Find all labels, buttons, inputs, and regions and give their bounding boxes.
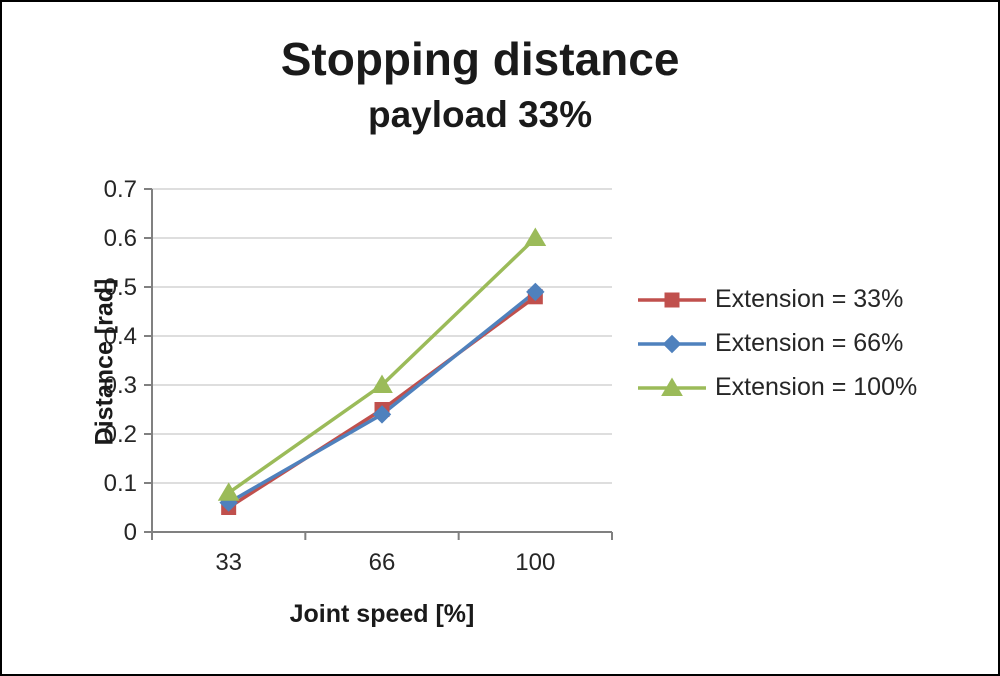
x-tick-label: 33	[215, 549, 242, 576]
y-tick-label: 0.1	[104, 470, 137, 497]
chart-title: Stopping distance	[280, 33, 680, 85]
triangle-marker	[217, 482, 240, 501]
diamond-marker	[526, 282, 545, 302]
diamond-marker	[662, 334, 682, 353]
square-marker	[664, 292, 680, 307]
legend-label: Extension = 66%	[715, 329, 904, 357]
chart-subtitle: payload 33%	[368, 94, 593, 135]
y-tick-label: 0.7	[104, 176, 137, 203]
x-tick-label: 100	[515, 549, 555, 576]
legend-label: Extension = 100%	[715, 373, 918, 401]
legend-marker	[638, 377, 706, 396]
legend: Extension = 33% Extension = 66% Extension …	[636, 283, 917, 404]
triangle-marker	[661, 377, 683, 396]
legend-marker	[638, 292, 706, 307]
y-tick-label: 0.3	[104, 372, 137, 399]
y-tick-label: 0.2	[104, 421, 137, 448]
y-tick-label: 0.5	[104, 274, 137, 301]
y-tick-label: 0	[124, 519, 137, 546]
legend-item: Extension = 33%	[636, 283, 917, 316]
legend-item: Extension = 66%	[636, 327, 917, 360]
y-tick-label: 0.6	[104, 225, 137, 252]
x-axis-title: Joint speed [%]	[289, 600, 475, 628]
series-line-1	[227, 290, 537, 505]
triangle-marker	[371, 374, 393, 393]
y-axis-title: Distance [rad]	[90, 278, 119, 446]
legend-label: Extension = 33%	[715, 285, 904, 313]
legend-item: Extension = 100%	[636, 371, 917, 404]
x-tick-label: 66	[369, 549, 396, 576]
legend-marker	[638, 334, 706, 353]
triangle-marker	[524, 227, 547, 246]
series-line-2	[227, 236, 537, 495]
diamond-marker	[372, 405, 392, 424]
y-tick-label: 0.4	[104, 323, 137, 350]
